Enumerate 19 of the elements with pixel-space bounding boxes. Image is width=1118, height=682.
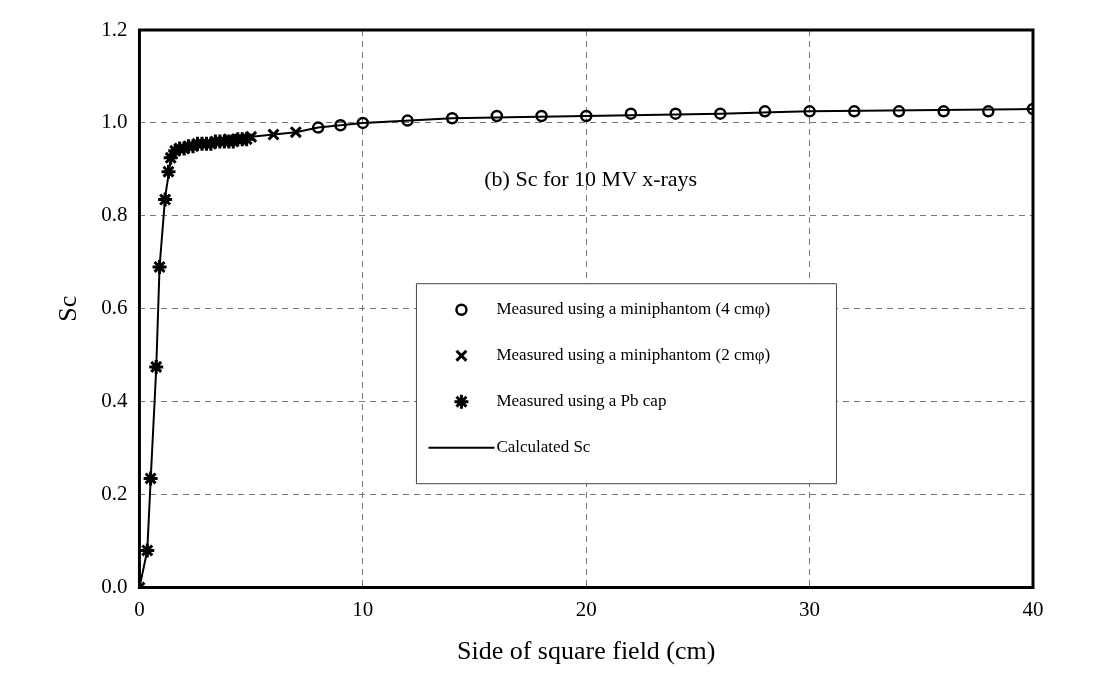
x-axis-title: Side of square field (cm) (456, 636, 716, 666)
x-tick-label: 10 (352, 596, 374, 621)
y-tick-label: 0.2 (101, 481, 128, 506)
y-tick-label: 0.0 (101, 574, 128, 599)
legend-label: Calculated Sc (496, 437, 591, 457)
y-tick-label: 1.0 (101, 109, 128, 134)
y-tick-label: 1.2 (101, 16, 128, 41)
legend-label: Measured using a miniphantom (2 cmφ) (496, 345, 771, 365)
x-tick-label: 40 (1022, 596, 1044, 621)
legend-label: Measured using a miniphantom (4 cmφ) (496, 299, 771, 319)
legend-label: Measured using a Pb cap (496, 391, 667, 411)
y-tick-label: 0.6 (101, 295, 128, 320)
y-tick-label: 0.4 (101, 388, 128, 413)
x-tick-label: 20 (575, 596, 597, 621)
x-tick-label: 0 (134, 596, 145, 621)
y-tick-label: 0.8 (101, 202, 128, 227)
x-tick-label: 30 (799, 596, 821, 621)
annotation: (b) Sc for 10 MV x-rays (484, 166, 698, 192)
y-axis-title: Sc (53, 295, 83, 322)
